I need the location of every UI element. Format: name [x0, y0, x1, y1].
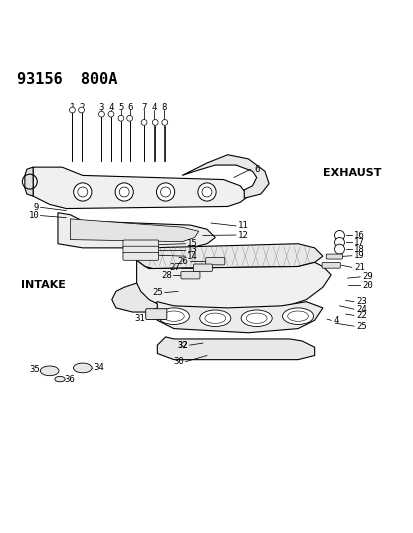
Text: 17: 17 — [353, 238, 364, 247]
FancyBboxPatch shape — [123, 240, 158, 248]
FancyBboxPatch shape — [325, 254, 342, 259]
FancyBboxPatch shape — [123, 253, 158, 260]
Circle shape — [334, 238, 344, 247]
Ellipse shape — [158, 308, 189, 325]
FancyBboxPatch shape — [321, 262, 339, 268]
Circle shape — [115, 183, 133, 201]
Text: EXHAUST: EXHAUST — [322, 168, 380, 179]
Text: 16: 16 — [353, 231, 364, 240]
Text: 20: 20 — [361, 281, 372, 289]
FancyBboxPatch shape — [123, 246, 158, 254]
Text: 11: 11 — [237, 221, 248, 230]
Text: 31: 31 — [134, 314, 145, 323]
Text: 4: 4 — [332, 316, 338, 325]
FancyBboxPatch shape — [145, 309, 166, 319]
Circle shape — [156, 183, 174, 201]
Text: 10: 10 — [28, 211, 39, 220]
Text: 12: 12 — [237, 231, 248, 239]
Text: 8: 8 — [161, 103, 166, 111]
Circle shape — [108, 111, 114, 117]
Text: 25: 25 — [355, 321, 366, 330]
Ellipse shape — [40, 366, 59, 376]
Circle shape — [98, 111, 104, 117]
Text: 18: 18 — [353, 245, 364, 254]
Circle shape — [334, 230, 344, 240]
Text: 93156  800A: 93156 800A — [17, 72, 116, 87]
Ellipse shape — [240, 310, 271, 327]
Polygon shape — [157, 337, 314, 360]
Text: 32: 32 — [177, 341, 188, 350]
Text: 30: 30 — [173, 357, 184, 366]
Text: 21: 21 — [353, 263, 364, 272]
Text: 2: 2 — [79, 103, 84, 111]
Text: 29: 29 — [361, 272, 372, 281]
Ellipse shape — [199, 310, 230, 327]
Polygon shape — [112, 283, 157, 312]
Text: 14: 14 — [187, 252, 197, 261]
FancyBboxPatch shape — [180, 271, 199, 279]
Text: 28: 28 — [161, 271, 171, 280]
Text: 15: 15 — [187, 239, 197, 248]
Text: 36: 36 — [64, 375, 75, 384]
Circle shape — [74, 183, 92, 201]
Circle shape — [78, 107, 84, 113]
Text: 6: 6 — [254, 165, 259, 174]
Polygon shape — [25, 167, 33, 196]
Text: 25: 25 — [152, 288, 163, 297]
Text: 23: 23 — [355, 297, 366, 306]
Ellipse shape — [282, 308, 313, 325]
Polygon shape — [182, 155, 268, 198]
Text: INTAKE: INTAKE — [21, 280, 65, 290]
Text: 3: 3 — [99, 103, 104, 111]
FancyBboxPatch shape — [193, 264, 212, 271]
Text: 34: 34 — [93, 364, 104, 373]
Text: 7: 7 — [141, 103, 146, 111]
Text: 24: 24 — [355, 305, 366, 313]
Text: 6: 6 — [127, 103, 132, 111]
Text: 27: 27 — [169, 263, 180, 272]
Circle shape — [152, 119, 158, 125]
Text: 35: 35 — [30, 365, 40, 374]
Circle shape — [197, 183, 216, 201]
Polygon shape — [136, 260, 330, 310]
Text: 22: 22 — [355, 311, 366, 320]
Circle shape — [69, 107, 75, 113]
Text: 26: 26 — [177, 256, 188, 265]
Circle shape — [161, 119, 167, 125]
FancyBboxPatch shape — [205, 257, 224, 265]
Ellipse shape — [55, 376, 65, 382]
Text: 9: 9 — [34, 203, 39, 212]
Polygon shape — [33, 167, 248, 208]
Circle shape — [126, 115, 132, 121]
Text: 5: 5 — [118, 103, 123, 111]
Text: 1: 1 — [70, 103, 75, 111]
Circle shape — [118, 115, 123, 121]
Polygon shape — [136, 244, 322, 269]
Circle shape — [141, 119, 147, 125]
Polygon shape — [70, 219, 198, 241]
Ellipse shape — [74, 363, 92, 373]
Text: 4: 4 — [151, 103, 156, 111]
Text: 4: 4 — [108, 103, 113, 111]
Text: 19: 19 — [353, 251, 364, 260]
Polygon shape — [149, 302, 322, 333]
Circle shape — [334, 244, 344, 254]
Polygon shape — [58, 213, 215, 248]
Text: 13: 13 — [187, 245, 197, 254]
